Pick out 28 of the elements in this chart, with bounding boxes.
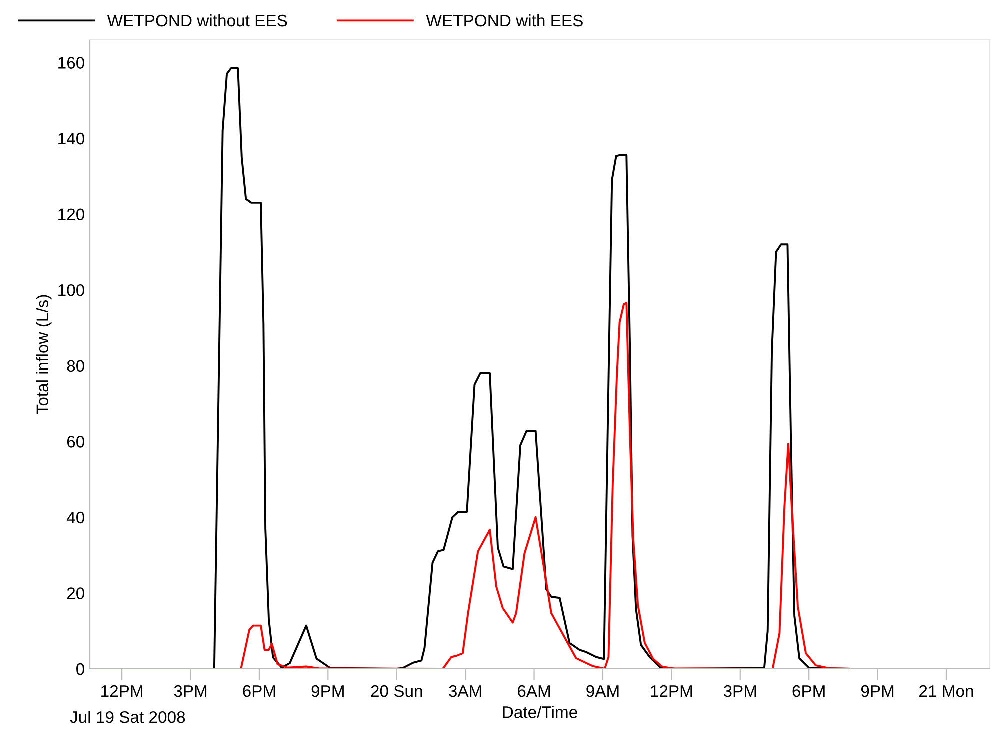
x-tick-label: 6PM [792, 685, 825, 698]
y-tick-label: 100 [58, 284, 84, 296]
x-tick-label: 3PM [724, 685, 756, 698]
y-tick-label: 120 [58, 208, 84, 221]
x-axis-title: Date/Time [503, 706, 578, 718]
x-tick-label: 6PM [243, 685, 276, 698]
legend-label: WETPOND without EES [107, 14, 288, 27]
y-tick-label: 40 [66, 512, 84, 524]
x-tick-label: 21 Mon [920, 685, 974, 698]
legend-label: WETPOND with EES [426, 14, 583, 27]
y-tick-label: 80 [67, 360, 84, 372]
y-axis-title: Total inflow (L/s) [36, 295, 52, 414]
x-tick-label: 20 Sun [371, 685, 422, 698]
x-tick-label: 12PM [102, 685, 142, 698]
y-tick-label: 140 [58, 132, 84, 145]
line-series [90, 302, 852, 669]
text: Jul 19 Sat 2008 [70, 711, 186, 724]
x-tick-label: 6AM [518, 685, 550, 698]
y-tick-label: 0 [76, 663, 84, 676]
x-tick-label: 9PM [312, 685, 344, 698]
x-tick-label: 12PM [651, 685, 692, 698]
y-tick-label: 160 [58, 57, 84, 69]
y-tick-label: 60 [67, 436, 84, 448]
y-tick-label: 20 [67, 588, 84, 600]
x-tick-label: 9AM [586, 685, 619, 698]
x-tick-label: 3PM [174, 685, 207, 698]
x-tick-label: 3AM [449, 685, 482, 698]
x-tick-label: 9PM [861, 685, 894, 698]
